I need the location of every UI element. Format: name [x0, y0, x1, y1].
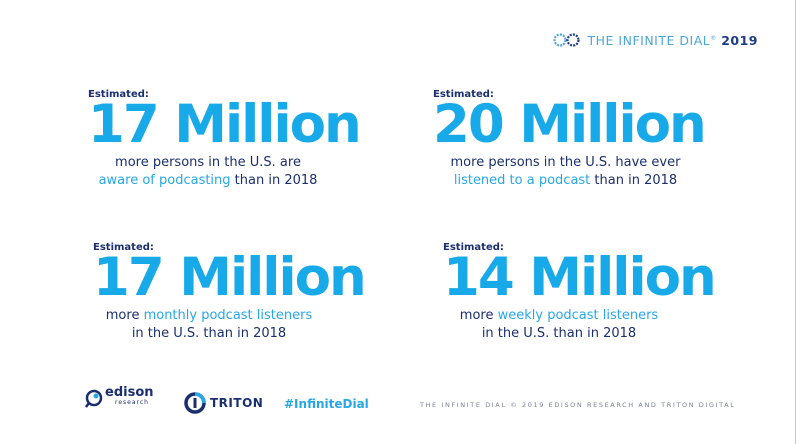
stat-weekly-listeners: Estimated: 14 Million more weekly podcas… — [443, 242, 773, 343]
edison-subtitle: research — [115, 399, 149, 406]
edison-name: edison — [105, 385, 154, 400]
stat-monthly-listeners: Estimated: 17 Million more monthly podca… — [93, 242, 423, 343]
footer: edison research TRITON #InfiniteDial THE… — [0, 385, 796, 428]
desc-highlight: weekly podcast listeners — [497, 308, 659, 323]
desc-line2: in the U.S. than in 2018 — [481, 326, 637, 341]
registered-mark: ® — [710, 34, 717, 42]
estimated-label: Estimated: — [93, 242, 154, 253]
desc-highlight: listened to a podcast — [453, 173, 591, 188]
desc-highlight: aware of podcasting — [98, 173, 231, 188]
stat-description: more persons in the U.S. have ever liste… — [433, 154, 698, 190]
brand-year: 2019 — [721, 32, 758, 48]
stat-value: 17 Million — [93, 247, 367, 308]
estimated-label: Estimated: — [443, 242, 504, 253]
desc-line1: more — [459, 308, 498, 323]
hashtag: #InfiniteDial — [284, 397, 369, 411]
edison-wordmark: edison research — [105, 385, 154, 408]
stat-description: more weekly podcast listeners in the U.S… — [443, 307, 675, 343]
stat-aware-of-podcasting: Estimated: 17 Million more persons in th… — [88, 89, 418, 190]
brand-title: THE INFINITE DIAL® 2019 — [588, 33, 758, 48]
stat-description: more monthly podcast listeners in the U.… — [93, 307, 325, 343]
triton-name: TRITON — [210, 396, 264, 410]
stat-value: 14 Million — [443, 247, 717, 308]
stat-ever-listened: Estimated: 20 Million more persons in th… — [433, 89, 763, 190]
desc-line2: than in 2018 — [230, 173, 318, 188]
desc-highlight: monthly podcast listeners — [143, 308, 313, 323]
brand-name: INFINITE DIAL — [618, 32, 711, 48]
stat-value: 17 Million — [88, 94, 362, 155]
desc-line1: more persons in the U.S. have ever — [450, 155, 681, 170]
desc-line1: more — [105, 308, 144, 323]
stat-description: more persons in the U.S. are aware of po… — [88, 154, 328, 190]
triton-ring-icon — [184, 392, 206, 414]
infinite-dial-loop-icon — [552, 33, 580, 47]
estimated-label: Estimated: — [88, 89, 149, 100]
desc-line2: than in 2018 — [590, 173, 678, 188]
stat-value: 20 Million — [433, 94, 707, 155]
desc-line1: more persons in the U.S. are — [115, 155, 301, 170]
estimated-label: Estimated: — [433, 89, 494, 100]
copyright-text: THE INFINITE DIAL © 2019 EDISON RESEARCH… — [420, 401, 736, 409]
brand-prefix: THE — [587, 32, 619, 48]
edison-swirl-icon — [85, 389, 103, 408]
desc-line2: in the U.S. than in 2018 — [131, 326, 287, 341]
triton-logo: TRITON — [184, 392, 263, 414]
infinite-dial-brand: THE INFINITE DIAL® 2019 — [552, 32, 758, 48]
edison-research-logo: edison research — [85, 385, 154, 408]
